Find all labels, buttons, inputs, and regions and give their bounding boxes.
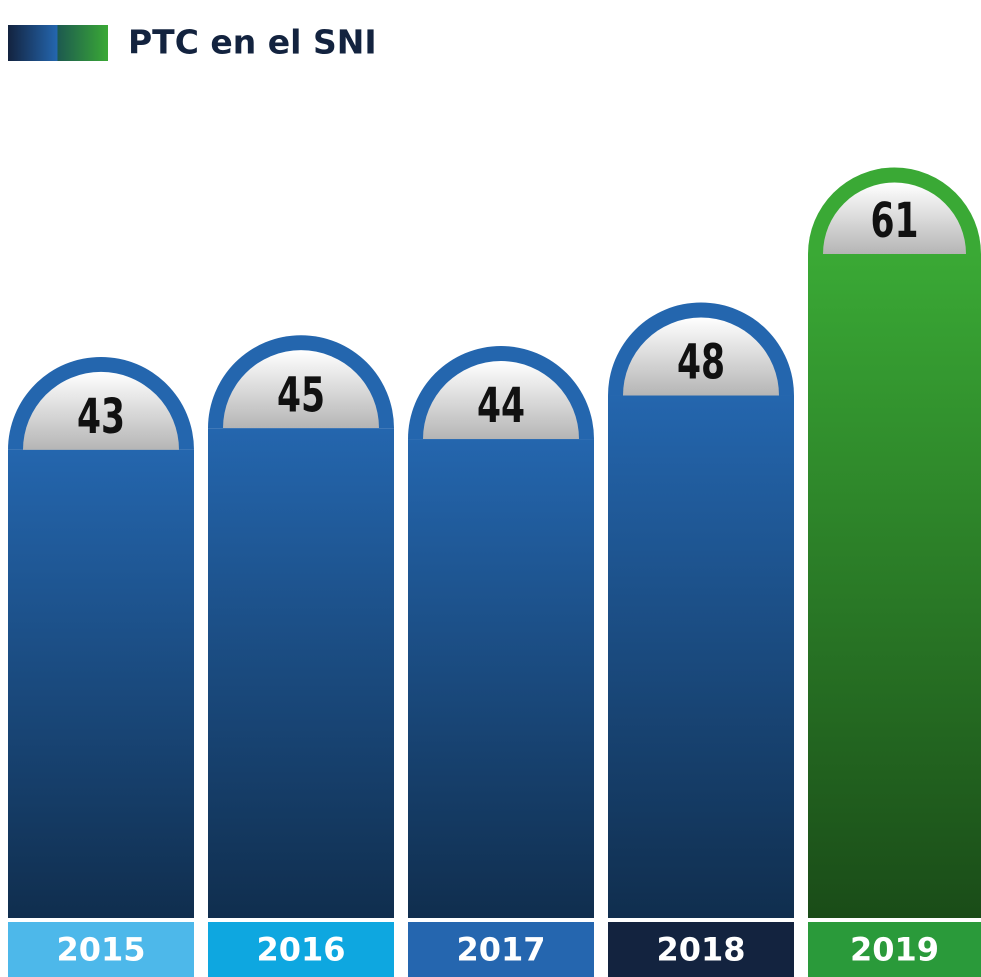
- x-tick-label: 2016: [256, 931, 345, 969]
- legend-swatch: [8, 25, 108, 61]
- x-label-box: [808, 922, 981, 977]
- x-tick-label: 2018: [656, 931, 745, 969]
- bar: [8, 449, 194, 918]
- bar-cap-inner: [23, 371, 179, 450]
- value-label: 48: [677, 334, 725, 390]
- bar-cap-inner: [823, 182, 966, 254]
- bar-cap-inner: [223, 350, 379, 429]
- bar-cap-inner: [623, 317, 779, 396]
- x-label-box: [408, 922, 594, 977]
- x-label-box: [8, 922, 194, 977]
- bar: [808, 254, 981, 918]
- x-label-box: [208, 922, 394, 977]
- value-label: 44: [477, 377, 525, 433]
- x-label-box: [608, 922, 794, 977]
- bar: [608, 395, 794, 919]
- bar: [408, 439, 594, 918]
- x-tick-label: 2017: [456, 931, 545, 969]
- x-tick-label: 2015: [56, 931, 145, 969]
- value-label: 61: [870, 192, 918, 248]
- x-tick-label: 2019: [850, 931, 939, 969]
- bar: [208, 428, 394, 918]
- bar-cap-inner: [423, 361, 579, 440]
- value-label: 43: [77, 388, 125, 444]
- value-label: 45: [277, 367, 325, 423]
- chart-title: PTC en el SNI: [128, 23, 377, 62]
